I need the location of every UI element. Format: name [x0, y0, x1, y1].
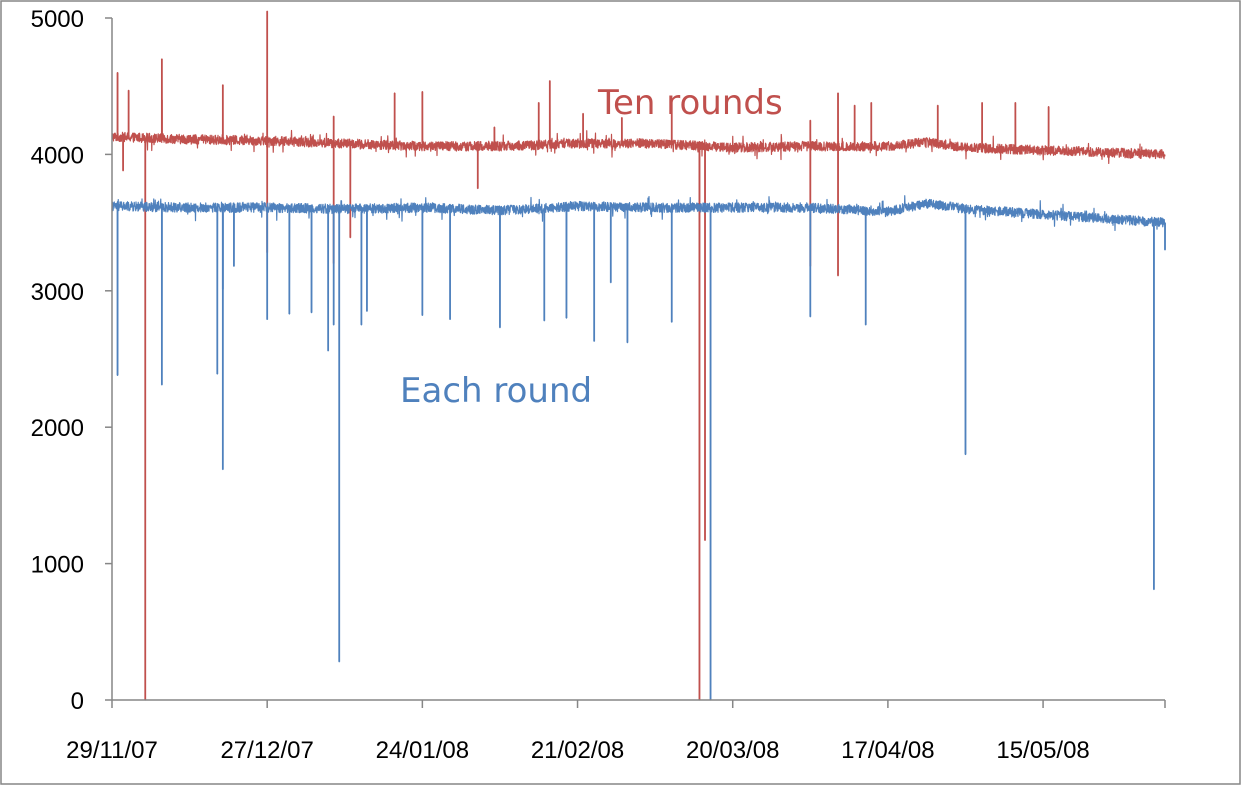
x-tick-label: 24/01/08: [376, 737, 469, 764]
y-tick-label: 4000: [31, 142, 84, 169]
x-tick-label: 29/11/07: [66, 737, 158, 764]
x-tick-label: 15/05/08: [996, 737, 1089, 764]
y-tick-label: 5000: [31, 6, 84, 33]
x-tick-label: 27/12/07: [220, 737, 313, 764]
each-round-label: Each round: [400, 371, 592, 411]
x-tick-label: 17/04/08: [841, 737, 934, 764]
labels-layer: Ten rounds Each round: [400, 83, 783, 411]
ten-rounds-line: [111, 10, 1166, 701]
y-tick-label: 0: [71, 688, 84, 715]
ten-rounds-label: Ten rounds: [597, 83, 783, 123]
y-tick-label: 1000: [31, 552, 84, 579]
y-tick-label: 2000: [31, 415, 84, 442]
x-tick-label: 21/02/08: [531, 737, 624, 764]
axes-layer: 0 1000 2000 3000 4000 5000 29/11/07 27/12/07 24/…: [31, 6, 1166, 764]
series-layer: [111, 10, 1166, 701]
y-tick-label: 3000: [31, 279, 84, 306]
each-round-line: [111, 195, 1166, 701]
each-round-series: [111, 195, 1166, 701]
ten-rounds-series: [111, 10, 1166, 701]
x-tick-label: 20/03/08: [686, 737, 779, 764]
